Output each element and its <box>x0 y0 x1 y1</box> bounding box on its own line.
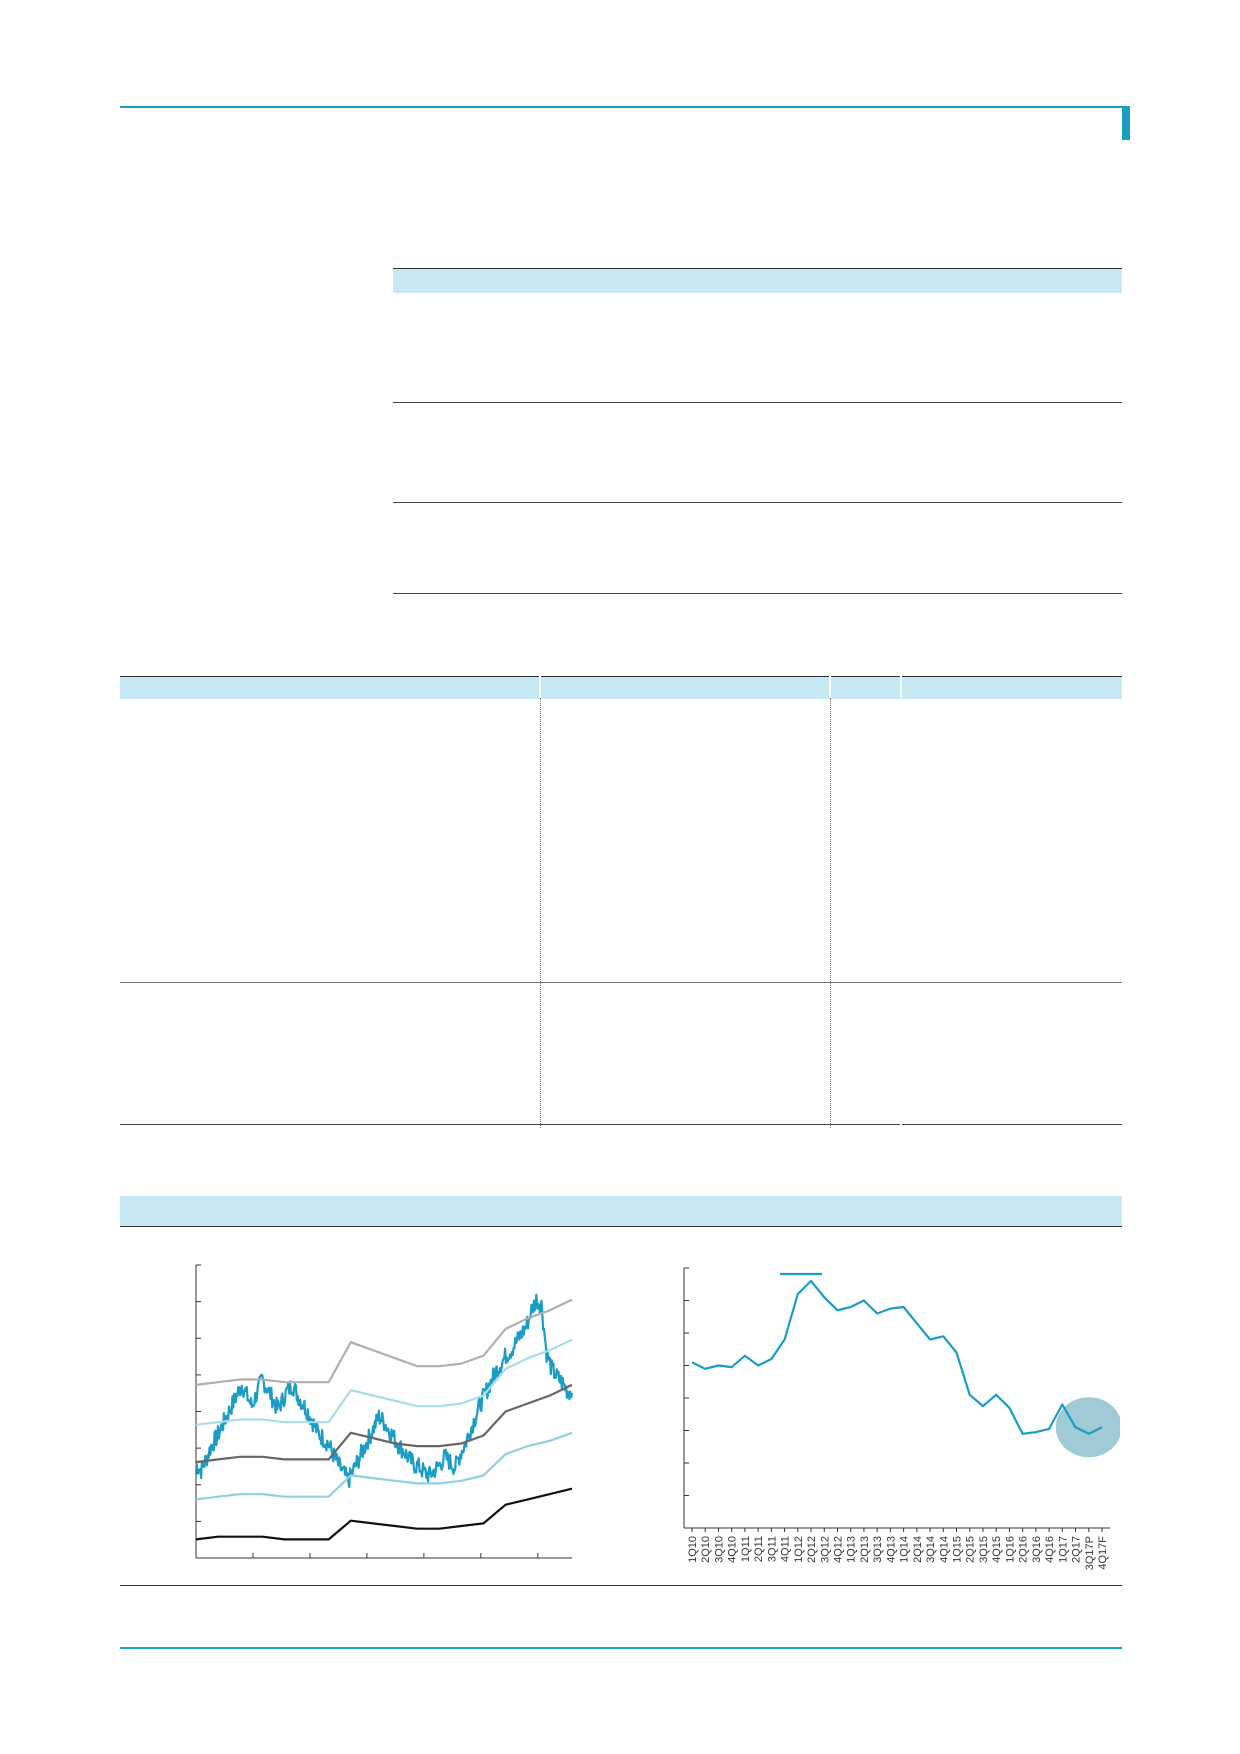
x-tick-label: 1Q14 <box>899 1536 911 1563</box>
x-tick-label: 2Q11 <box>753 1536 765 1562</box>
x-tick-label: 2Q12 <box>806 1536 818 1563</box>
forecast-highlight <box>1055 1397 1120 1458</box>
detail-table-bottom-border <box>120 1124 900 1125</box>
series-line-band-upper-outer <box>195 1298 573 1386</box>
x-tick-label: 1Q17 <box>1057 1536 1069 1563</box>
x-tick-label: 4Q10 <box>727 1536 739 1563</box>
detail-table-col-divider <box>830 698 831 1128</box>
detail-table <box>120 676 1122 1128</box>
band-chart-lines <box>195 1293 574 1541</box>
quarterly-chart-tick-labels: 1Q10 2Q10 3Q10 4Q10 1Q11 2Q11 3Q11 4Q11 1Q12 2Q12… <box>687 1536 1109 1571</box>
series-line <box>691 1279 1103 1435</box>
detail-table-bottom-border <box>902 1124 1122 1125</box>
summary-table-bottom-border <box>393 593 1122 594</box>
summary-table-header <box>393 268 1122 293</box>
top-rule <box>120 106 1122 108</box>
x-tick-label: 1Q11 <box>740 1536 752 1562</box>
x-tick-label: 2Q14 <box>912 1536 924 1563</box>
detail-table-row-divider <box>120 982 1122 983</box>
x-tick-label: 4Q15 <box>991 1536 1003 1563</box>
series-line-band-lower-inner <box>195 1431 573 1501</box>
x-tick-label: 1Q12 <box>793 1536 805 1563</box>
series-line-band-lower-outer <box>195 1487 573 1541</box>
x-tick-label: 3Q17P <box>1084 1536 1096 1570</box>
x-tick-label: 1Q10 <box>687 1536 699 1563</box>
x-tick-label: 4Q13 <box>885 1536 897 1563</box>
x-tick-label: 3Q13 <box>872 1536 884 1563</box>
summary-table-row-divider <box>393 502 1122 503</box>
chart-section-bottom-rule <box>120 1585 1122 1586</box>
x-tick-label: 4Q17F <box>1097 1536 1109 1570</box>
x-tick-label: 1Q15 <box>952 1536 964 1563</box>
x-tick-label: 1Q16 <box>1004 1536 1016 1563</box>
summary-table <box>393 268 1122 598</box>
band-price-chart <box>195 1264 574 1559</box>
quarterly-line-chart: 1Q10 2Q10 3Q10 4Q10 1Q11 2Q11 3Q11 4Q11 1Q12 2Q12… <box>683 1267 1120 1571</box>
summary-table-row-divider <box>393 402 1122 403</box>
detail-table-header <box>120 676 1122 699</box>
series-line-band-upper-inner <box>195 1338 573 1426</box>
x-tick-label: 4Q16 <box>1044 1536 1056 1563</box>
detail-table-header-sep <box>900 676 902 698</box>
x-tick-label: 2Q17 <box>1071 1536 1083 1563</box>
detail-table-header-sep <box>539 676 541 698</box>
x-tick-label: 3Q11 <box>766 1536 778 1562</box>
x-tick-label: 4Q14 <box>938 1536 950 1563</box>
x-tick-label: 1Q13 <box>846 1536 858 1563</box>
detail-table-header-sep <box>829 676 831 698</box>
chart-section-header <box>120 1196 1122 1227</box>
x-tick-label: 2Q10 <box>700 1536 712 1563</box>
x-tick-label: 3Q14 <box>925 1536 937 1563</box>
detail-table-col-divider <box>540 698 541 1128</box>
x-tick-label: 4Q11 <box>780 1536 792 1562</box>
series-line-price <box>195 1293 574 1488</box>
x-tick-label: 3Q16 <box>1031 1536 1043 1563</box>
x-tick-label: 3Q15 <box>978 1536 990 1563</box>
forecast-highlight-ellipse <box>1055 1397 1120 1458</box>
x-tick-label: 4Q12 <box>832 1536 844 1563</box>
x-tick-label: 3Q12 <box>819 1536 831 1563</box>
x-tick-label: 2Q16 <box>1018 1536 1030 1563</box>
bottom-rule <box>120 1647 1122 1649</box>
x-tick-label: 3Q10 <box>713 1536 725 1563</box>
quarterly-chart-axes <box>683 1267 1110 1532</box>
x-tick-label: 2Q15 <box>965 1536 977 1563</box>
band-chart-axes <box>195 1264 572 1559</box>
quarterly-chart-line <box>691 1279 1103 1435</box>
top-section-marker <box>1122 106 1130 140</box>
series-line-band-mid <box>195 1383 573 1464</box>
x-tick-label: 2Q13 <box>859 1536 871 1563</box>
